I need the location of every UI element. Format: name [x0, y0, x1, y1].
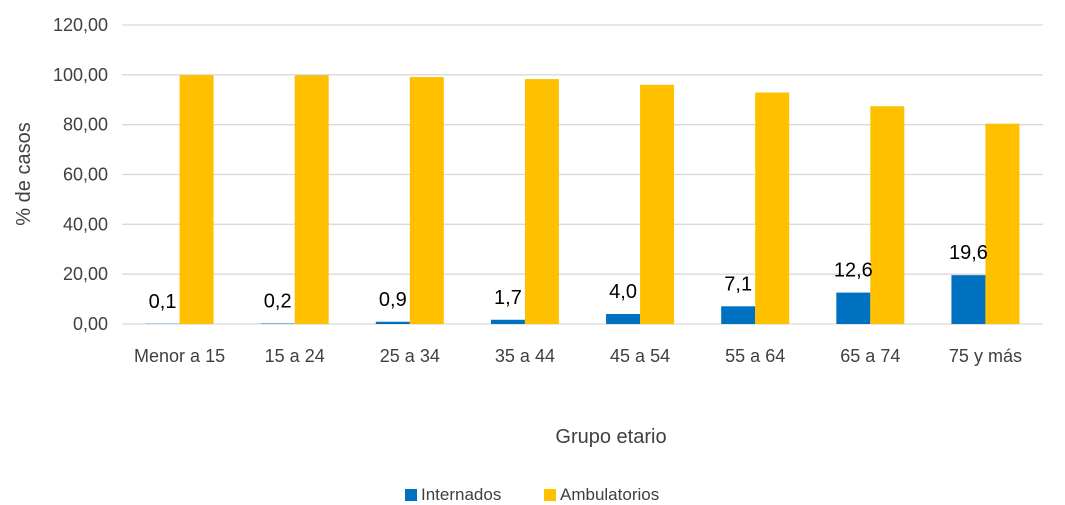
data-label: 0,1 [149, 291, 177, 313]
x-axis-title: Grupo etario [555, 426, 666, 448]
x-tick-label: 25 a 34 [380, 346, 440, 366]
legend-swatch-internados [405, 489, 417, 501]
y-tick-label: 40,00 [63, 214, 108, 234]
bar-ambulatorios [179, 75, 214, 325]
bar-internados [490, 319, 525, 324]
bars [145, 75, 1020, 325]
y-axis-title: % de casos [13, 122, 35, 225]
data-label: 12,6 [834, 260, 873, 282]
y-tick-label: 80,00 [63, 115, 108, 135]
bar-ambulatorios [409, 77, 444, 324]
x-tick-label: 35 a 44 [495, 346, 555, 366]
legend: Internados Ambulatorios [405, 485, 659, 504]
y-tick-label: 60,00 [63, 165, 108, 185]
data-label: 7,1 [724, 273, 752, 295]
data-label: 0,2 [264, 291, 292, 313]
legend-swatch-ambulatorios [544, 489, 556, 501]
y-tick-label: 100,00 [53, 65, 108, 85]
bar-ambulatorios [985, 123, 1020, 324]
bar-internados [836, 292, 871, 324]
x-tick-label: 55 a 64 [725, 346, 785, 366]
y-tick-label: 20,00 [63, 264, 108, 284]
gridlines [122, 24, 1043, 325]
bar-ambulatorios [294, 75, 329, 324]
bar-ambulatorios [870, 106, 905, 324]
bar-internados [951, 275, 986, 324]
bar-ambulatorios [755, 92, 790, 324]
data-label: 0,9 [379, 289, 407, 311]
data-label: 1,7 [494, 287, 522, 309]
x-tick-label: Menor a 15 [134, 346, 225, 366]
labels: 0,00 20,00 40,00 60,00 80,00 100,00 120,00 Meno… [53, 15, 1022, 366]
x-tick-label: 15 a 24 [265, 346, 325, 366]
data-label: 4,0 [609, 281, 637, 303]
bar-internados [375, 321, 410, 324]
bar-internados [721, 306, 756, 324]
legend-label: Internados [421, 485, 501, 504]
x-tick-label: 75 y más [949, 346, 1022, 366]
data-label: 19,6 [949, 242, 988, 264]
legend-label: Ambulatorios [560, 485, 659, 504]
x-tick-label: 45 a 54 [610, 346, 670, 366]
bar-internados [606, 314, 641, 324]
y-tick-label: 0,00 [73, 314, 108, 334]
x-tick-label: 65 a 74 [840, 346, 900, 366]
y-tick-label: 120,00 [53, 15, 108, 35]
bar-ambulatorios [640, 84, 675, 324]
bar-ambulatorios [524, 79, 559, 324]
